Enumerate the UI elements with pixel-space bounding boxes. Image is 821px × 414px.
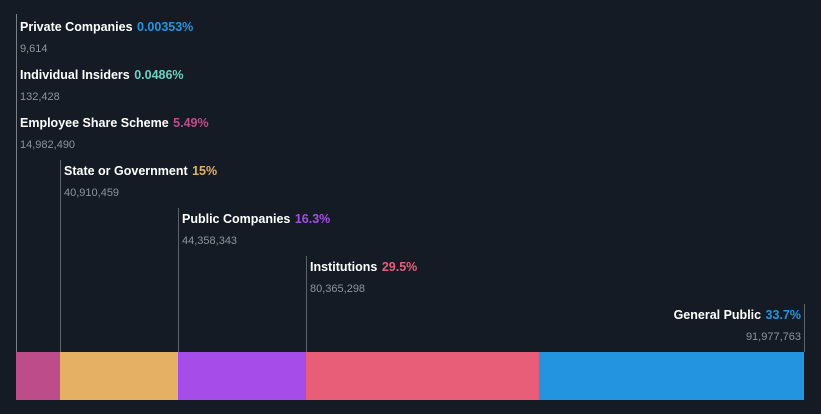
label-shares: 91,977,763: [745, 331, 801, 343]
leader-line-private-companies: [16, 14, 17, 352]
label-shares: 40,910,459: [64, 187, 120, 199]
bar-segment-state-or-government[interactable]: [60, 352, 178, 400]
label-percent: 33.7%: [765, 308, 801, 322]
label-shares: 132,428: [20, 91, 60, 103]
label-name: State or Government: [64, 164, 188, 178]
leader-line-general-public: [804, 304, 805, 352]
label-name: Individual Insiders: [20, 68, 130, 82]
bar-segment-general-public[interactable]: [539, 352, 804, 400]
label-private-companies: Private Companies 0.00353% 9,614: [20, 18, 193, 55]
label-shares: 80,365,298: [310, 283, 366, 295]
label-individual-insiders: Individual Insiders 0.0486% 132,428: [20, 66, 184, 103]
label-name: General Public: [673, 308, 762, 322]
leader-line-public-companies: [178, 208, 179, 352]
label-shares: 9,614: [20, 43, 48, 55]
label-percent: 0.0486%: [134, 68, 184, 82]
label-shares: 44,358,343: [182, 235, 238, 247]
leader-line-state: [60, 160, 61, 352]
label-percent: 0.00353%: [137, 20, 194, 34]
label-public-companies: Public Companies 16.3% 44,358,343: [182, 210, 330, 247]
label-percent: 15%: [192, 164, 218, 178]
label-general-public: General Public 33.7% 91,977,763: [674, 306, 801, 343]
label-employee-share-scheme: Employee Share Scheme 5.49% 14,982,490: [20, 114, 209, 151]
label-percent: 16.3%: [294, 212, 331, 226]
bar-segment-institutions[interactable]: [306, 352, 539, 400]
bar-segment-employee-share-scheme[interactable]: [16, 352, 60, 400]
label-shares: 14,982,490: [20, 139, 76, 151]
label-name: Employee Share Scheme: [20, 116, 169, 130]
label-percent: 29.5%: [381, 260, 418, 274]
label-name: Public Companies: [182, 212, 291, 226]
label-institutions: Institutions 29.5% 80,365,298: [310, 258, 417, 295]
bar-segment-public-companies[interactable]: [178, 352, 306, 400]
label-state-or-government: State or Government 15% 40,910,459: [64, 162, 217, 199]
leader-line-institutions: [306, 256, 307, 352]
label-name: Private Companies: [20, 20, 133, 34]
label-name: Institutions: [310, 260, 378, 274]
label-percent: 5.49%: [173, 116, 209, 130]
